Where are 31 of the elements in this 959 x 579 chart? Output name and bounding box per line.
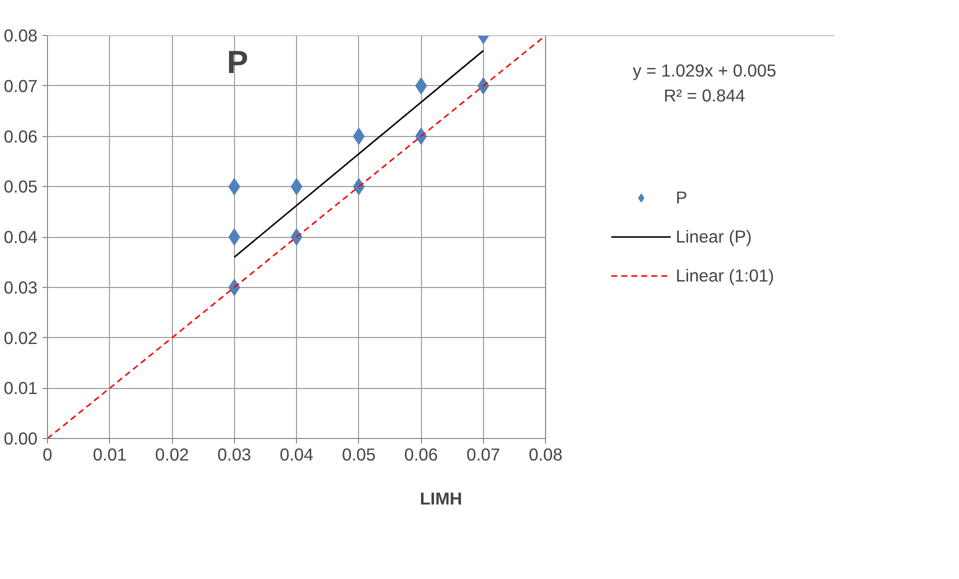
y-tick-label: 0.02 (4, 328, 38, 348)
y-tick-label: 0.03 (4, 277, 38, 298)
text: y = 1.029x + 0.005 (632, 60, 776, 80)
x-tick-label: 0.01 (92, 444, 127, 464)
y-tick-label: 0.08 (4, 26, 38, 46)
x-tick-label: 0.02 (155, 444, 189, 464)
x-axis-title: LIMH (420, 488, 462, 508)
legend-label: P (676, 187, 688, 208)
x-tick-label: 0 (42, 444, 52, 464)
y-tick-label: 0.06 (4, 126, 38, 146)
x-tick-label: 0.07 (466, 444, 500, 464)
point (228, 278, 240, 296)
text: R² = 0.844 (664, 86, 746, 106)
x-tick-label: 0.04 (280, 444, 314, 464)
y-tick-label: 0.04 (4, 227, 38, 247)
y-tick-label: 0.05 (4, 176, 38, 197)
x-tick-label: 0.03 (217, 444, 252, 464)
x-tick-label: 0.06 (404, 444, 438, 464)
point (352, 128, 365, 145)
legend-label: Linear (P) (676, 226, 752, 247)
point (290, 228, 302, 246)
y-tick-label: 0.00 (4, 428, 38, 448)
x-tick-label: 0.08 (528, 444, 562, 464)
legend-label: Linear (1:01) (676, 265, 774, 286)
y-tick-label: 0.01 (4, 378, 38, 398)
point (352, 178, 365, 196)
chart-title: P (226, 44, 248, 80)
point (228, 228, 240, 246)
point (228, 178, 240, 196)
y-tick-label: 0.07 (4, 76, 38, 96)
x-tick-label: 0.05 (342, 444, 376, 464)
